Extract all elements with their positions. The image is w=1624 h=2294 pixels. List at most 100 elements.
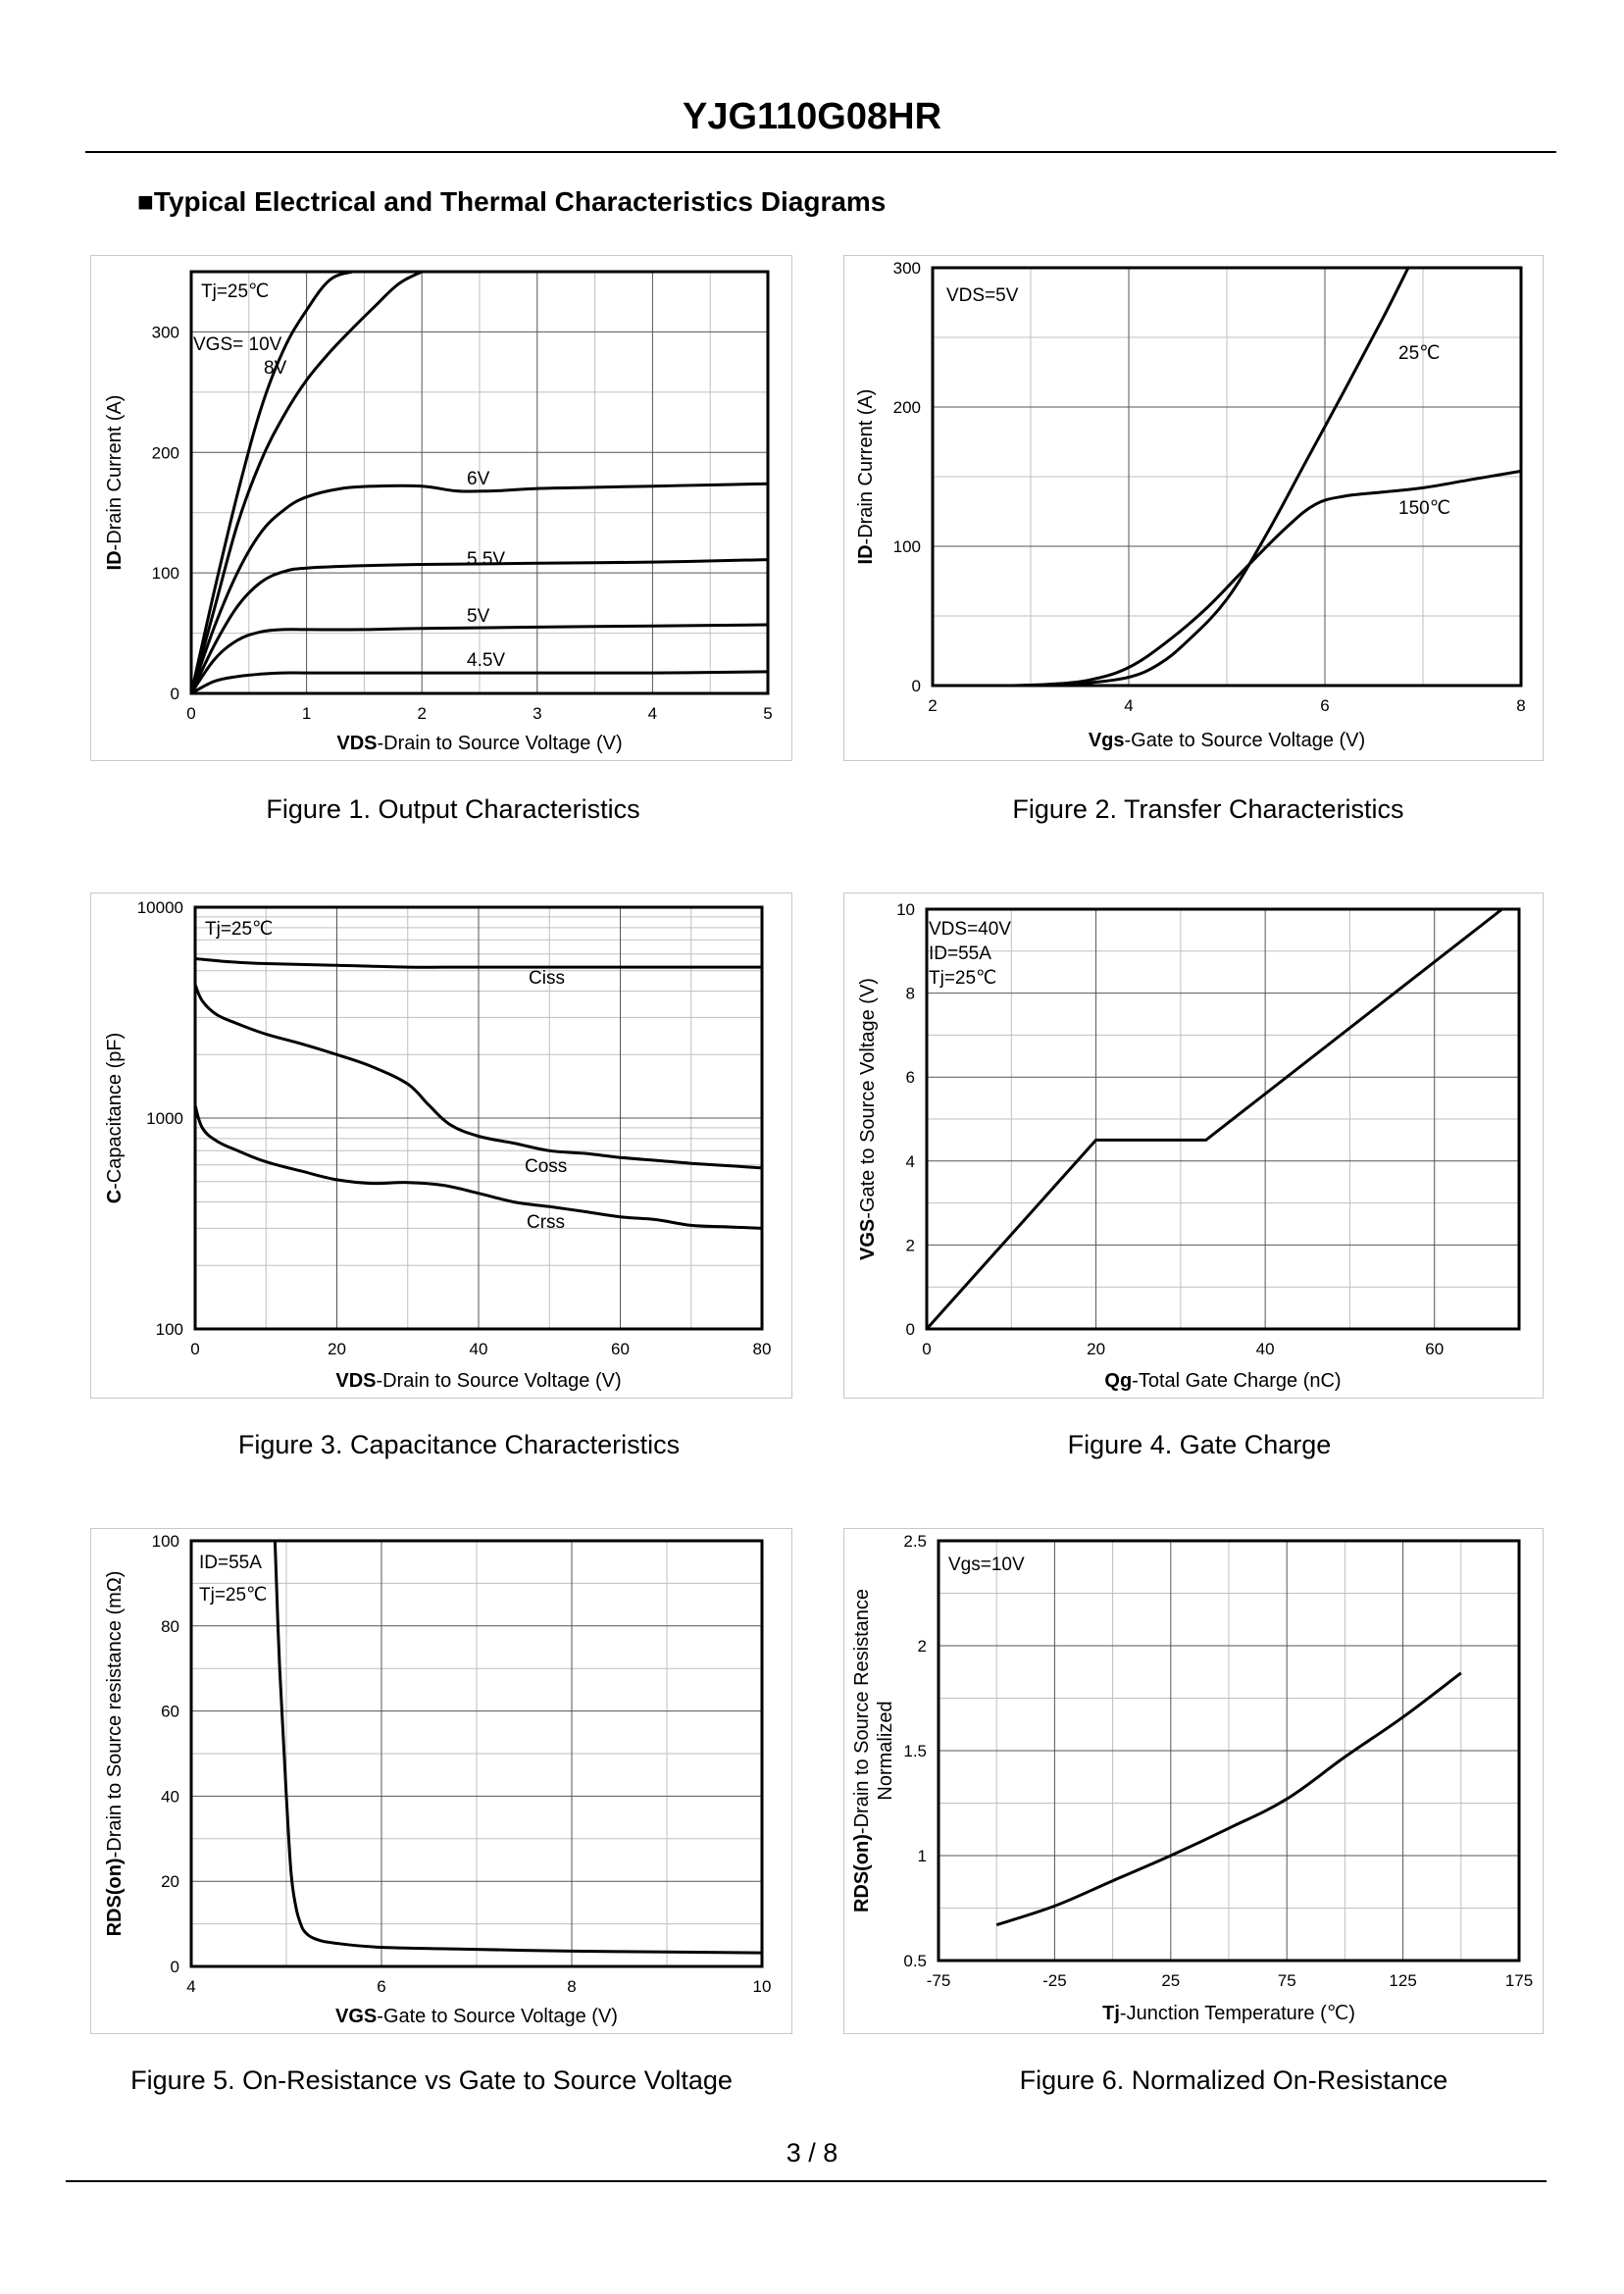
chart-annotation: Tj=25℃ (199, 1585, 267, 1606)
chart-annotation: VDS=40V (929, 919, 1011, 940)
figure-1-caption: Figure 1. Output Characteristics (266, 794, 640, 824)
series-label-25: 25℃ (1398, 343, 1440, 364)
x-tick-label: 6 (1320, 696, 1329, 715)
y-tick-label: 2.5 (903, 1532, 927, 1551)
y-tick-label: 100 (893, 537, 921, 556)
plot-frame (931, 266, 1523, 688)
x-tick-label: 60 (1425, 1340, 1444, 1358)
x-tick-label: 0 (190, 1340, 199, 1358)
y-tick-label: 100 (152, 1532, 179, 1551)
series-line-5v (191, 623, 768, 693)
y-tick-label: 200 (893, 398, 921, 417)
series-line-vgs (927, 909, 1503, 1329)
y-tick-label: 0 (912, 677, 921, 695)
x-tick-label: 25 (1161, 1971, 1180, 1990)
x-tick-label: -75 (927, 1971, 951, 1990)
y-tick-label: 100 (156, 1320, 183, 1339)
plot-frame (193, 905, 764, 1331)
x-tick-label: 4 (186, 1977, 195, 1996)
y-tick-label: 0 (906, 1320, 915, 1339)
figure-4-caption: Figure 4. Gate Charge (1067, 1430, 1332, 1459)
x-tick-label: 8 (567, 1977, 576, 1996)
y-axis-label: C-Capacitance (pF) (104, 1033, 126, 1204)
series-label-6v: 6V (467, 469, 490, 489)
series-label-5-5v: 5.5V (467, 549, 505, 570)
y-tick-label: 300 (893, 259, 921, 278)
series-line-25 (1049, 268, 1410, 686)
series-line-normalized-rds-on (995, 1671, 1462, 1927)
y-tick-label: 0 (171, 1958, 179, 1976)
y-tick-label: 1.5 (903, 1742, 927, 1760)
series-line-rds-on (273, 1541, 762, 1955)
series-line-ciss (195, 957, 762, 969)
y-tick-label: 0 (171, 685, 179, 703)
chart-annotation: VDS=5V (946, 285, 1019, 306)
y-tick-label: 80 (161, 1617, 179, 1636)
series-label-150: 150℃ (1398, 498, 1450, 519)
header-rule (85, 151, 1556, 153)
capacitance-characteristics-chart: 0 20 40 60 80 100 1000 10000 VDS-Drain to Source… (104, 898, 771, 1392)
chart-annotation: ID=55A (199, 1553, 262, 1573)
series-line-5-5v (191, 558, 768, 693)
y-tick-label: 200 (152, 443, 179, 462)
y-axis-label: VGS-Gate to Source Voltage (V) (857, 978, 879, 1260)
y-tick-label: 0.5 (903, 1952, 927, 1970)
x-tick-label: 20 (1087, 1340, 1105, 1358)
x-axis-label: VDS-Drain to Source Voltage (V) (336, 733, 622, 754)
gate-charge-chart: 0 20 40 60 0 2 4 6 8 10 Qg-Total Gate Charge (nC) V… (857, 900, 1521, 1392)
chart-annotation: Vgs=10V (948, 1555, 1025, 1575)
x-tick-label: 4 (1124, 696, 1133, 715)
series-line-8v (191, 272, 423, 693)
chart-panel-on-resistance-vs-vgs: 4 6 8 10 0 20 40 60 80 100 VGS-Gate to Source Volt… (90, 1528, 792, 2034)
plot-frame (189, 270, 770, 695)
series-line-crss (195, 1104, 762, 1230)
x-tick-label: 6 (377, 1977, 385, 1996)
output-characteristics-chart: 0 1 2 3 4 5 0 100 200 300 VDS-Drain to Source Volt… (104, 270, 773, 754)
y-tick-label: 10 (896, 900, 915, 919)
x-tick-label: 0 (922, 1340, 931, 1358)
x-axis-label: VDS-Drain to Source Voltage (V) (335, 1370, 621, 1392)
y-tick-label: 300 (152, 323, 179, 341)
x-tick-label: 40 (470, 1340, 488, 1358)
x-tick-label: 75 (1278, 1971, 1296, 1990)
chart-panel-output-characteristics: 0 1 2 3 4 5 0 100 200 300 VDS-Drain to Source Volt… (90, 255, 792, 761)
y-axis-label-line2: Normalized (875, 1701, 896, 1800)
x-tick-label: 8 (1516, 696, 1525, 715)
series-line-4-5v (191, 670, 768, 693)
x-tick-label: 175 (1505, 1971, 1533, 1990)
series-line-6v (191, 482, 768, 693)
y-tick-label: 10000 (137, 898, 183, 917)
x-tick-label: 60 (611, 1340, 630, 1358)
x-tick-label: 2 (928, 696, 937, 715)
figure-2-caption: Figure 2. Transfer Characteristics (1012, 794, 1404, 824)
plot-frame (925, 907, 1521, 1331)
transfer-characteristics-chart: 2 4 6 8 0 100 200 300 Vgs-Gate to Source Voltage… (855, 259, 1526, 751)
series-label-crss: Crss (527, 1212, 565, 1233)
series-label-coss: Coss (525, 1156, 567, 1177)
y-tick-label: 20 (161, 1872, 179, 1891)
chart-annotation: Tj=25℃ (929, 968, 996, 989)
y-tick-label: 100 (152, 564, 179, 583)
chart-annotation: 8V (264, 358, 287, 379)
series-label-ciss: Ciss (529, 968, 565, 989)
x-tick-label: 1 (302, 704, 311, 723)
x-tick-label: 20 (328, 1340, 346, 1358)
section-heading: ■Typical Electrical and Thermal Characte… (137, 186, 887, 217)
y-axis-label: ID-Drain Current (A) (104, 395, 126, 571)
figure-3-caption: Figure 3. Capacitance Characteristics (237, 1430, 681, 1459)
y-tick-label: 2 (906, 1236, 915, 1254)
x-axis-label: VGS-Gate to Source Voltage (V) (335, 2006, 618, 2027)
y-axis-label: ID-Drain Current (A) (855, 389, 877, 565)
x-tick-label: 3 (533, 704, 541, 723)
chart-annotation: Tj=25℃ (205, 919, 273, 940)
document-title: YJG110G08HR (682, 96, 942, 137)
x-tick-label: 4 (648, 704, 657, 723)
y-tick-label: 1 (918, 1847, 927, 1865)
series-line-coss (195, 984, 762, 1170)
y-tick-label: 8 (906, 985, 915, 1003)
plot-frame (937, 1539, 1521, 1963)
x-tick-label: 125 (1389, 1971, 1416, 1990)
x-tick-label: -25 (1042, 1971, 1067, 1990)
series-label-4-5v: 4.5V (467, 650, 505, 671)
